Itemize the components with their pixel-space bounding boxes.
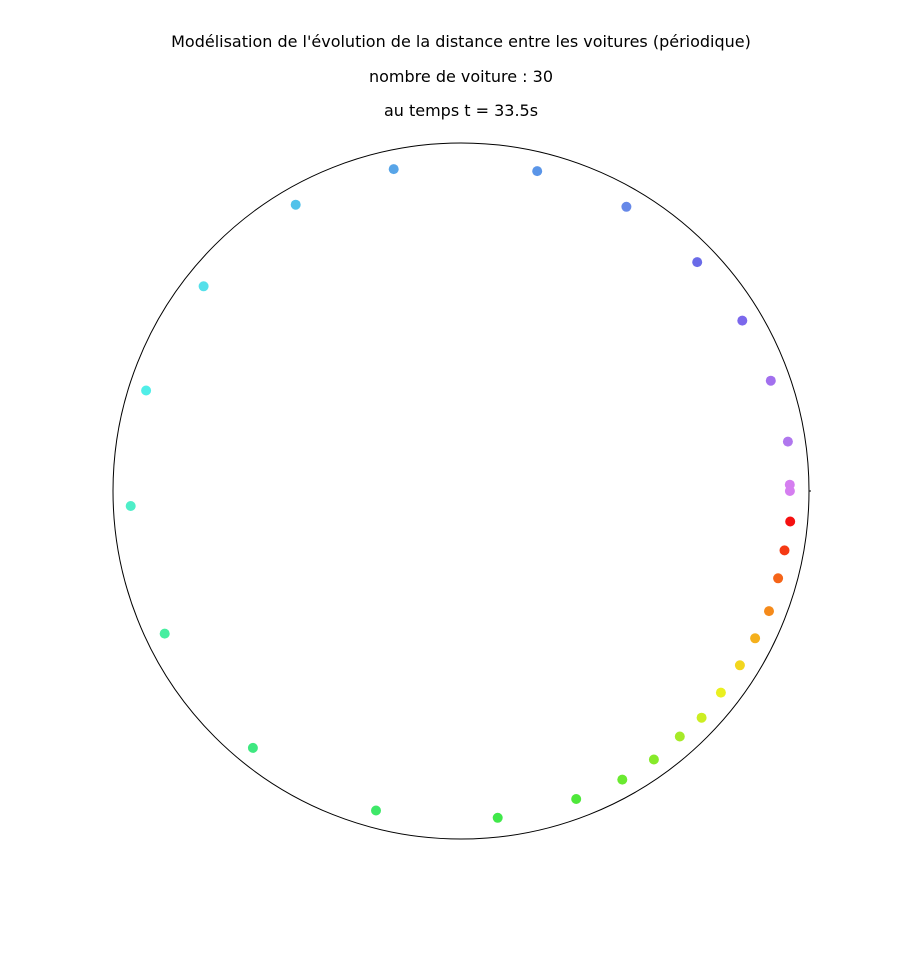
car-point-25 (750, 633, 761, 644)
car-point-10 (290, 199, 301, 210)
car-point-4 (765, 375, 776, 386)
car-point-22 (696, 712, 707, 723)
car-point-15 (247, 742, 258, 753)
car-point-16 (371, 805, 381, 816)
car-point-13 (125, 501, 136, 511)
car-point-18 (571, 794, 582, 804)
car-point-5 (737, 315, 748, 326)
car-point-20 (648, 754, 659, 765)
car-point-24 (734, 660, 745, 671)
car-point-9 (388, 164, 399, 175)
car-point-11 (198, 281, 209, 292)
polar-frame-circle (112, 142, 810, 840)
car-point-23 (715, 687, 726, 698)
car-point-7 (621, 201, 632, 212)
car-point-28 (779, 545, 790, 556)
car-point-17 (492, 812, 503, 823)
chart-subtitle-car-count: nombre de voiture : 30 (368, 67, 554, 86)
car-point-6 (692, 257, 703, 268)
car-point-27 (773, 573, 784, 584)
car-point-3 (782, 436, 793, 447)
car-point-8 (532, 166, 543, 177)
polar-axes (112, 142, 811, 840)
chart-subtitle-time: au temps t = 33.5s (383, 101, 539, 120)
chart-title: Modélisation de l'évolution de la distan… (171, 32, 751, 51)
car-point-14 (159, 628, 170, 639)
car-point-12 (141, 385, 152, 396)
car-point-26 (764, 606, 774, 617)
car-point-2 (784, 486, 795, 496)
car-point-19 (617, 774, 628, 785)
car-point-29 (785, 516, 796, 527)
car-markers (125, 164, 796, 823)
car-point-21 (674, 731, 685, 742)
